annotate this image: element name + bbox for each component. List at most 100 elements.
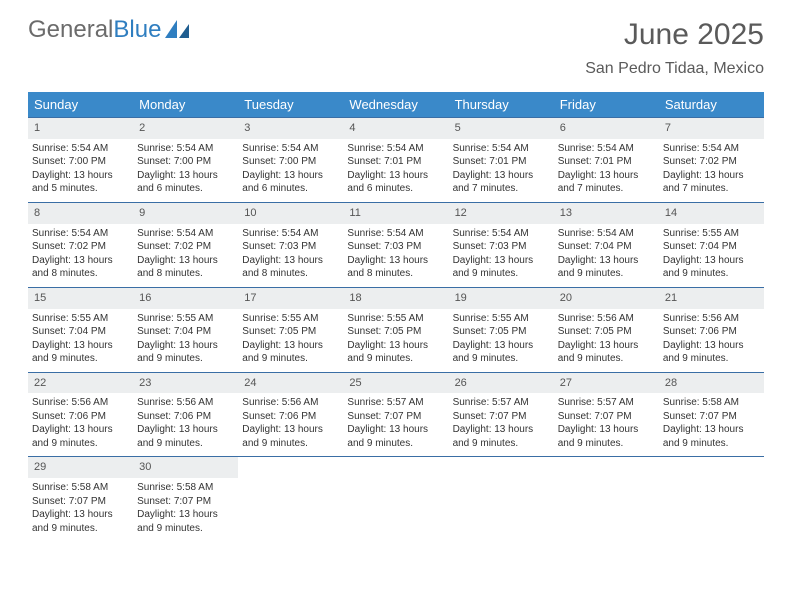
day-cell: 7Sunrise: 5:54 AMSunset: 7:02 PMDaylight…	[659, 118, 764, 202]
daylight-text: Daylight: 13 hours and 9 minutes.	[663, 423, 760, 450]
sunrise-text: Sunrise: 5:54 AM	[347, 142, 444, 156]
sunset-text: Sunset: 7:01 PM	[453, 155, 550, 169]
sunset-text: Sunset: 7:01 PM	[558, 155, 655, 169]
daylight-text: Daylight: 13 hours and 9 minutes.	[558, 339, 655, 366]
sunset-text: Sunset: 7:05 PM	[558, 325, 655, 339]
sunset-text: Sunset: 7:02 PM	[32, 240, 129, 254]
day-of-week-cell: Tuesday	[238, 92, 343, 117]
day-cell-empty	[238, 457, 343, 541]
sunrise-text: Sunrise: 5:56 AM	[137, 396, 234, 410]
daylight-text: Daylight: 13 hours and 6 minutes.	[242, 169, 339, 196]
sunrise-text: Sunrise: 5:54 AM	[347, 227, 444, 241]
sunrise-text: Sunrise: 5:54 AM	[558, 227, 655, 241]
daylight-text: Daylight: 13 hours and 7 minutes.	[663, 169, 760, 196]
day-cell: 21Sunrise: 5:56 AMSunset: 7:06 PMDayligh…	[659, 288, 764, 372]
day-number: 19	[449, 288, 554, 309]
day-number: 18	[343, 288, 448, 309]
day-body: Sunrise: 5:55 AMSunset: 7:04 PMDaylight:…	[28, 309, 133, 372]
sunset-text: Sunset: 7:06 PM	[242, 410, 339, 424]
day-cell: 16Sunrise: 5:55 AMSunset: 7:04 PMDayligh…	[133, 288, 238, 372]
daylight-text: Daylight: 13 hours and 8 minutes.	[137, 254, 234, 281]
sunset-text: Sunset: 7:00 PM	[242, 155, 339, 169]
sunset-text: Sunset: 7:07 PM	[347, 410, 444, 424]
day-body: Sunrise: 5:58 AMSunset: 7:07 PMDaylight:…	[28, 478, 133, 541]
day-cell: 6Sunrise: 5:54 AMSunset: 7:01 PMDaylight…	[554, 118, 659, 202]
week-row: 22Sunrise: 5:56 AMSunset: 7:06 PMDayligh…	[28, 372, 764, 457]
day-number: 8	[28, 203, 133, 224]
day-cell: 8Sunrise: 5:54 AMSunset: 7:02 PMDaylight…	[28, 203, 133, 287]
sunset-text: Sunset: 7:04 PM	[558, 240, 655, 254]
day-body: Sunrise: 5:54 AMSunset: 7:03 PMDaylight:…	[449, 224, 554, 287]
sunset-text: Sunset: 7:07 PM	[137, 495, 234, 509]
day-body: Sunrise: 5:55 AMSunset: 7:05 PMDaylight:…	[238, 309, 343, 372]
sunset-text: Sunset: 7:02 PM	[663, 155, 760, 169]
day-body: Sunrise: 5:54 AMSunset: 7:02 PMDaylight:…	[28, 224, 133, 287]
daylight-text: Daylight: 13 hours and 9 minutes.	[453, 423, 550, 450]
daylight-text: Daylight: 13 hours and 9 minutes.	[347, 423, 444, 450]
sunrise-text: Sunrise: 5:57 AM	[347, 396, 444, 410]
sunrise-text: Sunrise: 5:56 AM	[32, 396, 129, 410]
sunrise-text: Sunrise: 5:54 AM	[242, 227, 339, 241]
sunrise-text: Sunrise: 5:55 AM	[453, 312, 550, 326]
day-body: Sunrise: 5:56 AMSunset: 7:06 PMDaylight:…	[238, 393, 343, 456]
sunset-text: Sunset: 7:07 PM	[32, 495, 129, 509]
day-body: Sunrise: 5:55 AMSunset: 7:04 PMDaylight:…	[133, 309, 238, 372]
day-number: 23	[133, 373, 238, 394]
day-number: 22	[28, 373, 133, 394]
day-cell: 20Sunrise: 5:56 AMSunset: 7:05 PMDayligh…	[554, 288, 659, 372]
daylight-text: Daylight: 13 hours and 9 minutes.	[663, 254, 760, 281]
day-cell: 9Sunrise: 5:54 AMSunset: 7:02 PMDaylight…	[133, 203, 238, 287]
day-of-week-row: SundayMondayTuesdayWednesdayThursdayFrid…	[28, 92, 764, 117]
day-of-week-cell: Friday	[554, 92, 659, 117]
day-body: Sunrise: 5:54 AMSunset: 7:02 PMDaylight:…	[659, 139, 764, 202]
sunrise-text: Sunrise: 5:54 AM	[663, 142, 760, 156]
logo-sail-icon	[165, 20, 191, 40]
day-number: 7	[659, 118, 764, 139]
logo-text-blue: Blue	[113, 18, 161, 42]
sunset-text: Sunset: 7:07 PM	[663, 410, 760, 424]
daylight-text: Daylight: 13 hours and 7 minutes.	[558, 169, 655, 196]
day-number: 29	[28, 457, 133, 478]
week-row: 1Sunrise: 5:54 AMSunset: 7:00 PMDaylight…	[28, 117, 764, 202]
day-body: Sunrise: 5:54 AMSunset: 7:00 PMDaylight:…	[238, 139, 343, 202]
daylight-text: Daylight: 13 hours and 9 minutes.	[453, 254, 550, 281]
day-number: 28	[659, 373, 764, 394]
day-body: Sunrise: 5:55 AMSunset: 7:05 PMDaylight:…	[343, 309, 448, 372]
daylight-text: Daylight: 13 hours and 9 minutes.	[32, 423, 129, 450]
day-body: Sunrise: 5:54 AMSunset: 7:00 PMDaylight:…	[133, 139, 238, 202]
day-number: 21	[659, 288, 764, 309]
day-cell: 11Sunrise: 5:54 AMSunset: 7:03 PMDayligh…	[343, 203, 448, 287]
day-body: Sunrise: 5:56 AMSunset: 7:06 PMDaylight:…	[28, 393, 133, 456]
sunrise-text: Sunrise: 5:54 AM	[137, 142, 234, 156]
sunrise-text: Sunrise: 5:56 AM	[558, 312, 655, 326]
logo-text-gray: General	[28, 18, 113, 42]
sunrise-text: Sunrise: 5:54 AM	[242, 142, 339, 156]
sunset-text: Sunset: 7:06 PM	[32, 410, 129, 424]
page-header: GeneralBlue June 2025 San Pedro Tidaa, M…	[0, 0, 792, 82]
sunrise-text: Sunrise: 5:56 AM	[242, 396, 339, 410]
day-number: 4	[343, 118, 448, 139]
sunset-text: Sunset: 7:01 PM	[347, 155, 444, 169]
sunset-text: Sunset: 7:04 PM	[663, 240, 760, 254]
logo: GeneralBlue	[28, 18, 191, 42]
daylight-text: Daylight: 13 hours and 9 minutes.	[558, 254, 655, 281]
day-cell: 22Sunrise: 5:56 AMSunset: 7:06 PMDayligh…	[28, 373, 133, 457]
day-number: 2	[133, 118, 238, 139]
daylight-text: Daylight: 13 hours and 9 minutes.	[32, 508, 129, 535]
day-body: Sunrise: 5:54 AMSunset: 7:04 PMDaylight:…	[554, 224, 659, 287]
daylight-text: Daylight: 13 hours and 9 minutes.	[558, 423, 655, 450]
daylight-text: Daylight: 13 hours and 8 minutes.	[347, 254, 444, 281]
sunrise-text: Sunrise: 5:55 AM	[242, 312, 339, 326]
sunrise-text: Sunrise: 5:54 AM	[453, 227, 550, 241]
day-cell: 1Sunrise: 5:54 AMSunset: 7:00 PMDaylight…	[28, 118, 133, 202]
week-row: 8Sunrise: 5:54 AMSunset: 7:02 PMDaylight…	[28, 202, 764, 287]
day-number: 27	[554, 373, 659, 394]
sunset-text: Sunset: 7:00 PM	[32, 155, 129, 169]
sunset-text: Sunset: 7:07 PM	[558, 410, 655, 424]
day-cell: 25Sunrise: 5:57 AMSunset: 7:07 PMDayligh…	[343, 373, 448, 457]
day-of-week-cell: Thursday	[449, 92, 554, 117]
sunset-text: Sunset: 7:07 PM	[453, 410, 550, 424]
sunset-text: Sunset: 7:03 PM	[242, 240, 339, 254]
day-number: 14	[659, 203, 764, 224]
day-of-week-cell: Monday	[133, 92, 238, 117]
